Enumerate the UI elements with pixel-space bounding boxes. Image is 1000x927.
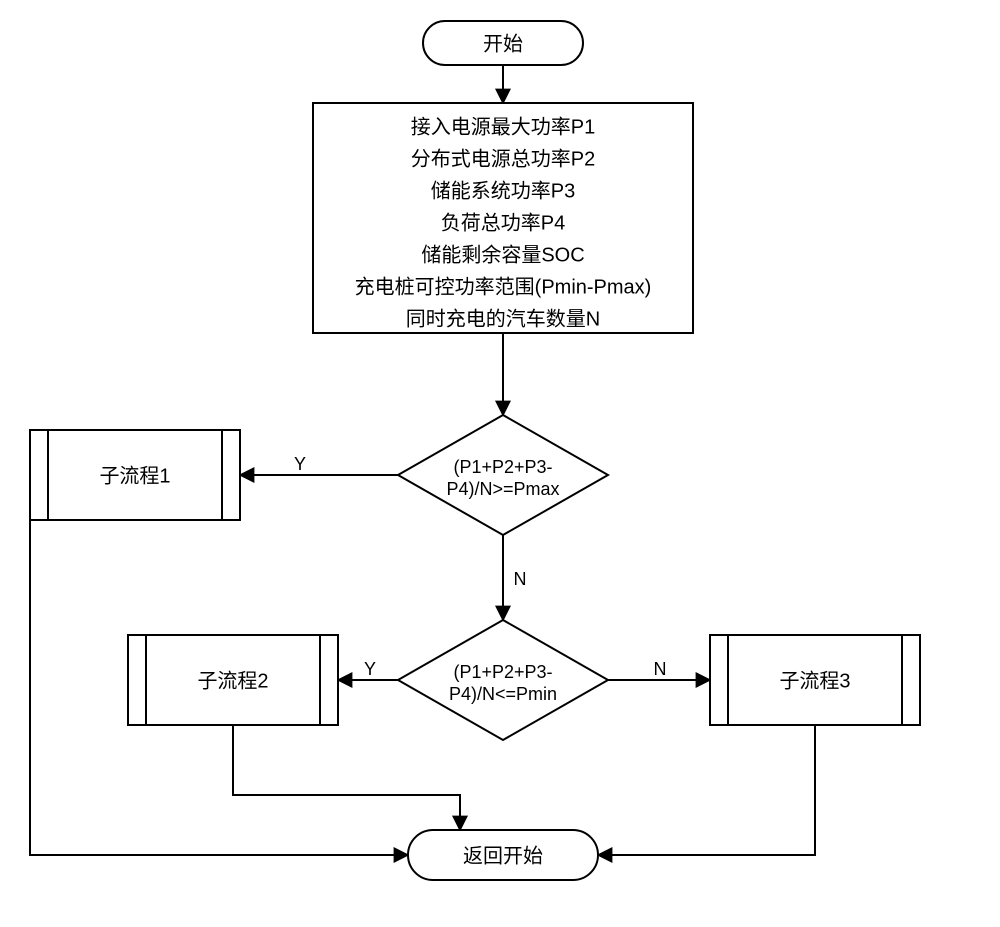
decision-2-line-1: P4)/N<=Pmin — [449, 684, 557, 704]
subprocess-3-node: 子流程3 — [710, 635, 920, 725]
decision-1-node: (P1+P2+P3- P4)/N>=Pmax — [398, 415, 608, 535]
edge-sub2-return — [233, 725, 460, 830]
edge-label-dec1-sub1: Y — [294, 454, 306, 474]
decision-2-line-0: (P1+P2+P3- — [453, 662, 552, 682]
decision-1-line-0: (P1+P2+P3- — [453, 457, 552, 477]
subprocess-1-label: 子流程1 — [99, 464, 170, 487]
init-line-5: 充电桩可控功率范围(Pmin-Pmax) — [355, 275, 652, 298]
init-line-3: 负荷总功率P4 — [441, 211, 565, 234]
init-line-1: 分布式电源总功率P2 — [411, 147, 595, 170]
start-label: 开始 — [483, 32, 523, 55]
init-line-0: 接入电源最大功率P1 — [411, 115, 595, 138]
init-node: 接入电源最大功率P1 分布式电源总功率P2 储能系统功率P3 负荷总功率P4 储… — [313, 103, 693, 333]
subprocess-3-label: 子流程3 — [779, 669, 850, 692]
edge-label-dec2-sub3: N — [654, 659, 667, 679]
return-node: 返回开始 — [408, 830, 598, 880]
decision-1-line-1: P4)/N>=Pmax — [446, 479, 559, 499]
edge-sub3-return — [598, 725, 815, 855]
return-label: 返回开始 — [463, 844, 543, 867]
subprocess-1-node: 子流程1 — [30, 430, 240, 520]
init-line-2: 储能系统功率P3 — [431, 179, 575, 202]
init-line-4: 储能剩余容量SOC — [421, 243, 584, 266]
edge-label-dec2-sub2: Y — [364, 659, 376, 679]
subprocess-2-label: 子流程2 — [197, 669, 268, 692]
edge-label-dec1-dec2: N — [514, 569, 527, 589]
start-node: 开始 — [423, 21, 583, 65]
decision-2-node: (P1+P2+P3- P4)/N<=Pmin — [398, 620, 608, 740]
init-line-6: 同时充电的汽车数量N — [406, 307, 600, 330]
subprocess-2-node: 子流程2 — [128, 635, 338, 725]
